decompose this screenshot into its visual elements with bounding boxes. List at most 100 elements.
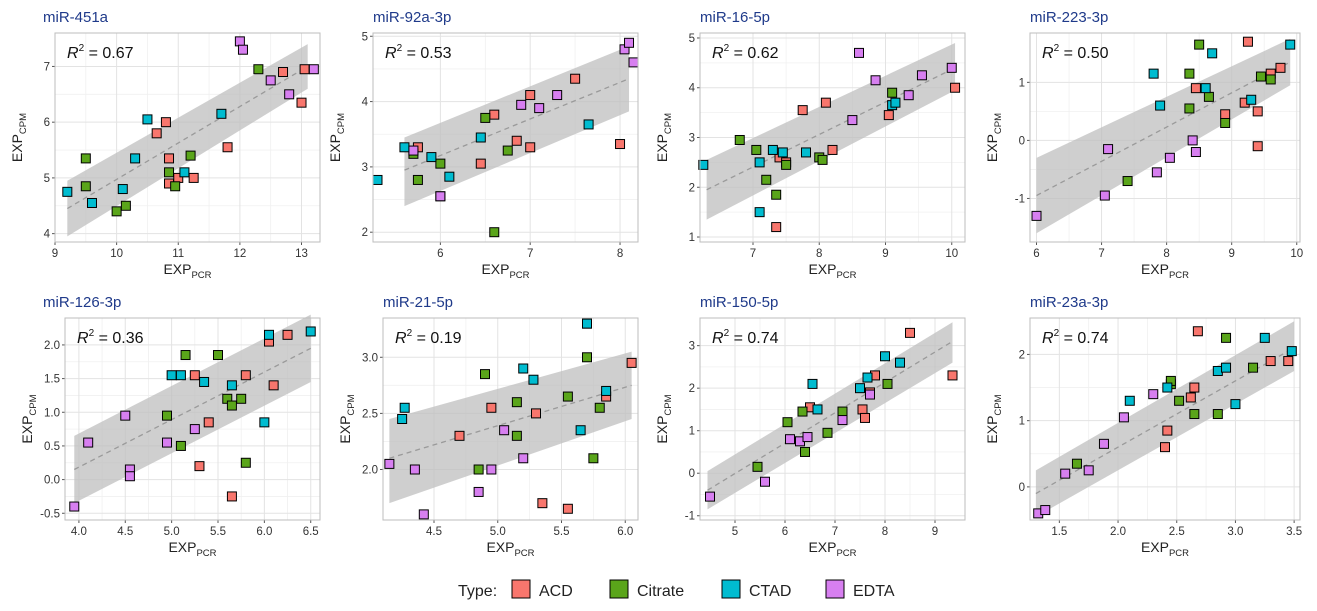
trend-line	[66, 65, 309, 210]
x-tick-label: 9	[882, 248, 888, 260]
data-point-acd	[525, 142, 536, 153]
data-point-ctad	[582, 318, 592, 329]
x-tick-label: 8	[816, 248, 822, 260]
y-axis-label: EXPCPM	[654, 394, 674, 443]
data-point-acd	[1252, 106, 1263, 117]
trend-line	[706, 67, 956, 191]
data-point-ctad	[199, 376, 210, 387]
data-point-citrate	[473, 464, 484, 475]
data-point-edta	[435, 191, 446, 202]
x-tick-label: 6.0	[256, 526, 272, 538]
x-tick-label: 4.0	[71, 526, 87, 538]
data-point-citrate	[837, 406, 848, 417]
panel-border	[382, 317, 639, 521]
data-point-acd	[1283, 356, 1294, 367]
data-point-acd	[164, 153, 175, 164]
data-point-ctad	[767, 144, 778, 155]
x-tick-label: 3.0	[1227, 526, 1243, 538]
legend: Type: ACD Citrate CTAD EDTA	[458, 579, 895, 600]
data-point-edta	[1190, 147, 1201, 158]
x-tick-label: 8	[882, 526, 888, 538]
y-tick-label: -1	[1015, 193, 1025, 205]
data-point-acd	[475, 158, 486, 169]
data-point-acd	[905, 327, 915, 338]
x-tick-label: 10	[1290, 248, 1303, 260]
data-point-acd	[1160, 442, 1170, 453]
data-point-ctad	[1124, 395, 1135, 406]
data-point-edta	[518, 453, 529, 464]
data-point-ctad	[1286, 346, 1297, 357]
data-point-edta	[837, 415, 848, 426]
panel-3: miR-16-5p 7 8 9 10 1 2 3 4 5 R2 = 0.62 EXPPCR EXPCPM	[654, 9, 966, 281]
y-axis-label: EXPCPM	[984, 113, 1004, 162]
panel-title: miR-16-5p	[700, 9, 770, 26]
trend-line	[404, 78, 630, 171]
data-point-ctad	[399, 402, 410, 413]
data-point-edta	[870, 75, 881, 86]
data-point-edta	[1083, 465, 1094, 476]
data-point-acd	[797, 105, 808, 116]
data-point-acd	[1162, 425, 1173, 436]
x-axis-label: EXPPCR	[168, 539, 216, 559]
data-point-acd	[1220, 109, 1231, 120]
r2-annotation: R2 = 0.19	[395, 328, 462, 347]
x-tick-label: 6.5	[303, 526, 319, 538]
y-tick-label: 0	[689, 468, 695, 480]
data-point-acd	[827, 144, 838, 155]
data-point-edta	[1103, 144, 1114, 155]
x-axis-label: EXPPCR	[808, 539, 856, 559]
data-point-edta	[265, 75, 276, 86]
data-point-citrate	[797, 406, 808, 417]
data-point-acd	[860, 412, 870, 423]
data-point-citrate	[1071, 458, 1082, 469]
data-point-citrate	[752, 461, 763, 472]
data-point-acd	[820, 97, 831, 108]
data-point-ctad	[754, 157, 765, 168]
data-point-citrate	[734, 134, 745, 145]
r2-annotation: R2 = 0.50	[1042, 43, 1109, 62]
confidence-band	[1036, 38, 1291, 234]
panel-4: miR-223-3p 6 7 8 9 10 -1 0 1 R2 = 0.50 EXPPCR EXPCP…	[984, 9, 1303, 281]
data-point-citrate	[162, 410, 172, 421]
data-point-acd	[486, 402, 497, 413]
x-tick-label: 12	[233, 248, 246, 260]
x-tick-label: 2.0	[1110, 526, 1126, 538]
panel-border	[699, 32, 966, 243]
data-point-ctad	[575, 425, 586, 436]
x-tick-label: 6	[782, 526, 788, 538]
trend-line	[389, 384, 632, 459]
legend-swatch-acd	[511, 579, 531, 599]
data-point-ctad	[1212, 365, 1223, 376]
y-tick-label: 2.0	[44, 340, 60, 352]
data-point-citrate	[1174, 395, 1185, 406]
data-point-ctad	[855, 383, 865, 394]
data-point-edta	[384, 458, 395, 469]
data-point-citrate	[435, 158, 446, 169]
data-point-edta	[499, 425, 510, 436]
data-point-citrate	[511, 397, 522, 408]
x-tick-label: 5.0	[490, 526, 506, 538]
data-point-citrate	[562, 391, 573, 402]
data-point-acd	[615, 139, 626, 150]
data-point-acd	[454, 430, 465, 441]
y-tick-label: 2.5	[362, 408, 378, 420]
data-point-citrate	[781, 159, 792, 170]
x-tick-label: 9	[932, 526, 938, 538]
panel-border	[1029, 32, 1301, 243]
panel-border	[54, 32, 321, 243]
data-point-citrate	[1255, 71, 1266, 82]
data-point-citrate	[226, 400, 237, 411]
data-point-citrate	[480, 369, 490, 380]
data-point-ctad	[890, 97, 901, 108]
x-tick-label: 10	[945, 248, 958, 260]
confidence-band	[707, 322, 953, 510]
data-point-ctad	[880, 351, 890, 362]
data-point-citrate	[180, 350, 191, 361]
data-point-citrate	[1184, 68, 1195, 79]
data-point-ctad	[175, 370, 186, 381]
y-tick-label: 3	[689, 341, 695, 353]
y-tick-label: 4	[689, 83, 696, 95]
data-point-citrate	[240, 457, 251, 468]
data-point-edta	[308, 64, 319, 75]
